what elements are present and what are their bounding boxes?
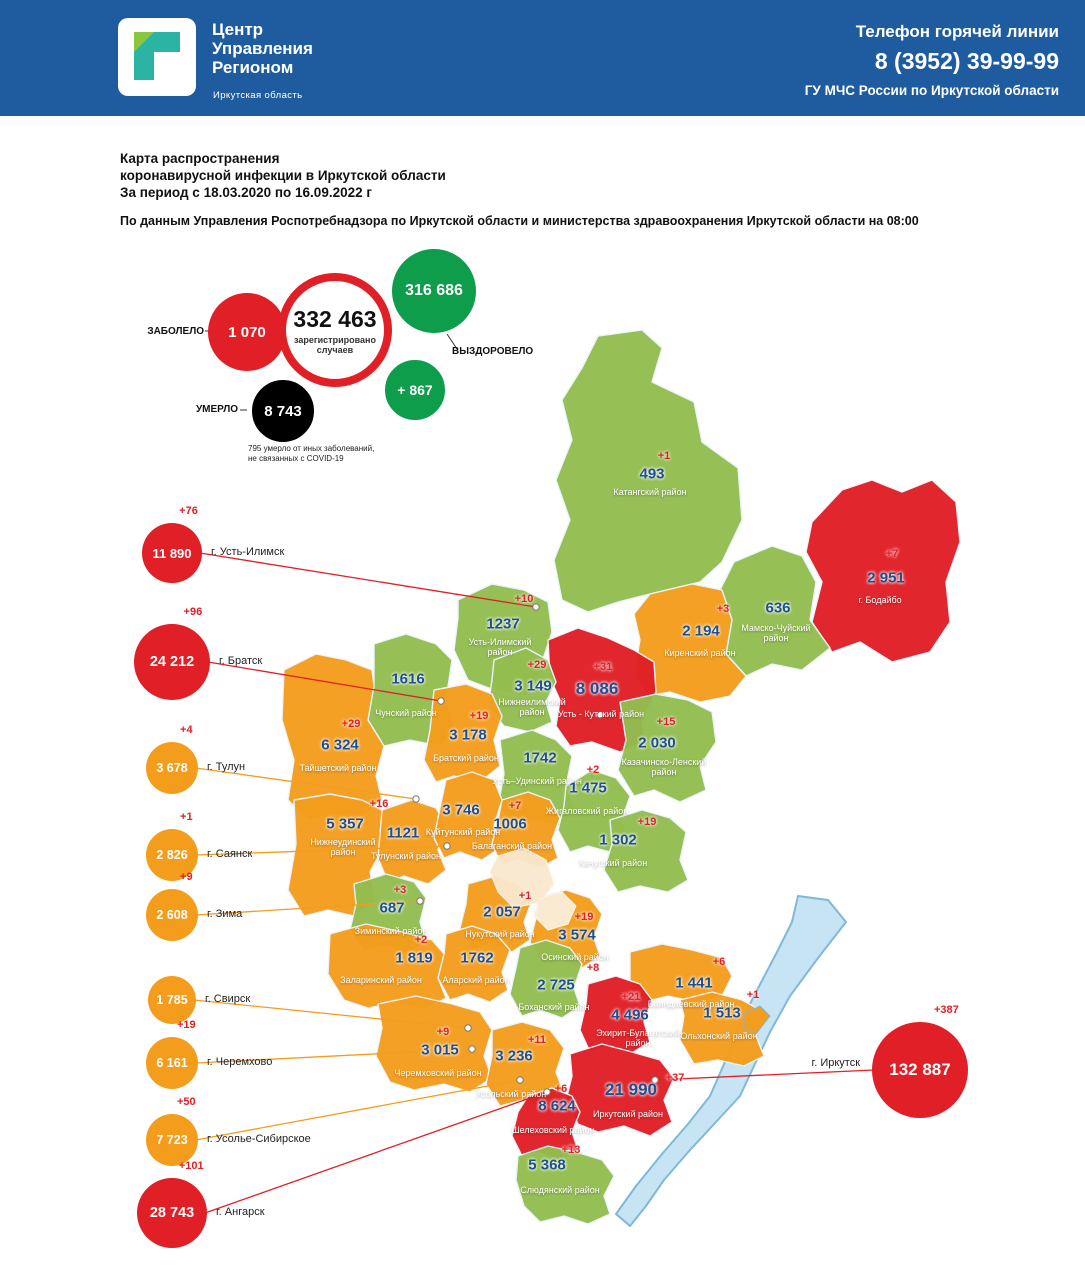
hotline-title: Телефон горячей линии [855, 22, 1059, 41]
logo-title-line1: Центр [212, 20, 264, 39]
leader-line-zima [195, 900, 421, 916]
city-value-svirsk: 1 785 [156, 993, 188, 1007]
city-dot-cheremkhovo [468, 1045, 476, 1053]
title-line1: Карта распространения [120, 151, 280, 166]
city-circle-ust_ilimsk[interactable]: 11 890 [142, 523, 202, 583]
city-dot-sayansk [443, 842, 451, 850]
olkhon-island [743, 1005, 771, 1035]
city-dot-svirsk [464, 1024, 472, 1032]
leader-line-sayansk [195, 845, 448, 856]
hotline-org: ГУ МЧС России по Иркутской области [804, 83, 1059, 98]
registered-value: 332 463 [293, 305, 377, 332]
logo-title-line2: Управления [212, 39, 313, 58]
page-title: Карта распространения коронавирусной инф… [120, 150, 446, 201]
city-dot-irkutsk [651, 1076, 659, 1084]
registered-caption: зарегистрировано случаев [294, 334, 376, 355]
logo-title-line3: Регионом [212, 58, 294, 77]
city-value-angarsk: 28 743 [149, 1205, 195, 1221]
city-dot-tulun [412, 795, 420, 803]
leader-line-angarsk [204, 1091, 548, 1214]
city-dot-zima [416, 897, 424, 905]
city-circle-svirsk[interactable]: 1 785 [148, 976, 196, 1024]
logo [118, 18, 196, 96]
logo-subtitle: Иркутская область [213, 90, 303, 101]
stat-circle-recovered-delta: + 867 [382, 357, 448, 423]
leader-line-ust_ilimsk [199, 552, 537, 608]
died-label: УМЕРЛО [195, 404, 238, 415]
district-shape-zalarinsky[interactable] [327, 923, 447, 1011]
hotline-phone: 8 (3952) 39-99-99 [874, 48, 1059, 74]
city-circle-angarsk[interactable]: 28 743 [137, 1178, 207, 1248]
district-shape-ekhirit_bulagatsky[interactable] [579, 975, 653, 1055]
hotline-block: Телефон горячей линии 8 (3952) 39-99-99 … [805, 22, 1059, 98]
leader-line-cheremkhovo [195, 1048, 473, 1064]
title-line3: За период с 18.03.2020 по 16.09.2022 г [120, 185, 372, 200]
city-value-bratsk: 24 212 [149, 654, 195, 670]
district-shape-alarsky[interactable] [437, 925, 511, 1003]
district-shape-kazachinsko_lensky[interactable] [617, 693, 717, 803]
reservoir-highlight-2 [533, 891, 577, 931]
district-shape-taishetsky[interactable] [281, 653, 385, 821]
stat-connector-1 [446, 333, 458, 350]
logo-title: Центр Управления Регионом [212, 20, 313, 77]
stat-circle-registered: 332 463 зарегистрировано случаев [278, 273, 392, 387]
sick-value: 1 070 [228, 323, 266, 341]
died-value: 8 743 [264, 402, 302, 420]
leader-line-irkutsk [654, 1069, 875, 1081]
city-value-zima: 2 608 [156, 908, 188, 922]
city-circle-usolye[interactable]: 7 723 [146, 1114, 198, 1166]
district-shape-bokhansky[interactable] [509, 939, 583, 1019]
city-circle-bratsk[interactable]: 24 212 [134, 624, 210, 700]
city-dot-ust_ilimsk [532, 603, 540, 611]
district-shape-irkutsky[interactable] [565, 1043, 675, 1137]
recovered-delta-value: + 867 [397, 382, 433, 398]
data-source-note: По данным Управления Роспотребнадзора по… [120, 214, 919, 228]
header: Центр Управления Регионом Иркутская обла… [0, 0, 1085, 116]
city-value-cheremkhovo: 6 161 [156, 1056, 188, 1070]
city-value-ust_ilimsk: 11 890 [152, 545, 192, 561]
recovered-value: 316 686 [405, 282, 463, 299]
leader-line-bratsk [207, 661, 442, 702]
recovered-label: ВЫЗДОРОВЕЛО [452, 346, 534, 357]
city-circle-zima[interactable]: 2 608 [146, 889, 198, 941]
stat-circle-sick: 1 070 [208, 293, 286, 371]
sick-label: ЗАБОЛЕЛО [147, 326, 204, 337]
district-shape-kachugsky[interactable] [603, 809, 689, 893]
city-dot-usolye [516, 1076, 524, 1084]
district-shape-cheremkhovsky[interactable] [375, 995, 493, 1093]
district-shape-olkhonsky[interactable] [679, 991, 765, 1067]
city-value-irkutsk: 132 887 [889, 1060, 951, 1079]
leader-line-usolye [195, 1079, 521, 1141]
district-shape-slyudyansky[interactable] [515, 1145, 615, 1225]
district-shape-bratsky[interactable] [423, 683, 503, 783]
district-shape-kuytunsky[interactable] [433, 771, 503, 861]
district-shape-kirensky[interactable] [633, 583, 747, 703]
district-shape-bodaibinsky[interactable] [805, 479, 961, 663]
city-dot-bratsk [437, 697, 445, 705]
city-circle-tulun[interactable]: 3 678 [146, 742, 198, 794]
leader-line-svirsk [193, 999, 469, 1029]
city-dot-angarsk [543, 1088, 551, 1096]
city-value-usolye: 7 723 [156, 1133, 188, 1147]
leader-line-tulun [195, 767, 417, 800]
died-note: 795 умерло от иных заболеваний, не связа… [248, 444, 375, 463]
stat-circle-died: 8 743 [249, 377, 317, 445]
city-value-sayansk: 2 826 [156, 848, 188, 862]
city-circle-irkutsk[interactable]: 132 887 [872, 1022, 968, 1118]
title-line2: коронавирусной инфекции в Иркутской обла… [120, 168, 446, 183]
city-circle-cheremkhovo[interactable]: 6 161 [146, 1037, 198, 1089]
logo-icon [134, 32, 180, 80]
city-circle-sayansk[interactable]: 2 826 [146, 829, 198, 881]
stat-circle-recovered: 316 686 [389, 246, 479, 336]
district-shape-balagansky[interactable] [491, 791, 561, 869]
district-shape-katangsky[interactable] [553, 329, 743, 613]
town-dot-0 [596, 711, 604, 719]
city-value-tulun: 3 678 [156, 761, 188, 775]
